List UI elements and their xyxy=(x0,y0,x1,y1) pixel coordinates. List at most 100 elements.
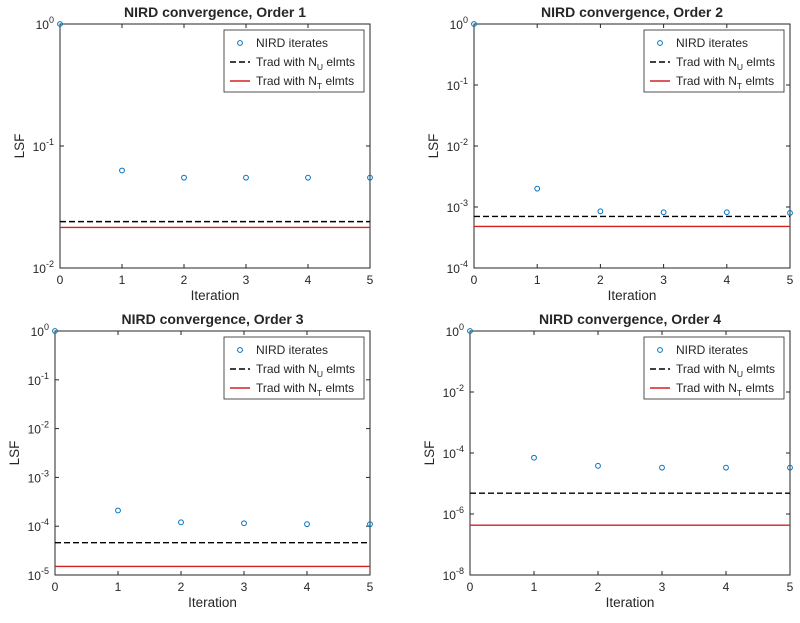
x-tick-label: 4 xyxy=(723,273,730,287)
y-tick-label: 10-2 xyxy=(33,259,54,276)
legend-text-suffix: elmts xyxy=(743,362,775,376)
x-tick-label: 3 xyxy=(659,580,666,594)
legend-subscript: T xyxy=(737,388,742,398)
nird-iterate-point xyxy=(57,21,63,27)
x-tick-label: 3 xyxy=(241,580,248,594)
nird-iterate-point xyxy=(723,209,730,216)
y-tick-label: 100 xyxy=(446,322,464,339)
y-tick-base: 10 xyxy=(450,18,464,32)
legend-entry: Trad with NT elmts xyxy=(256,74,354,91)
y-tick-exponent: -2 xyxy=(46,259,54,269)
nird-iterate-point xyxy=(531,454,537,461)
x-tick-label: 3 xyxy=(243,273,250,287)
x-tick-label: 4 xyxy=(305,273,312,287)
y-tick-exponent: -2 xyxy=(460,137,468,147)
y-tick-base: 10 xyxy=(28,520,42,534)
legend-text: Trad with N xyxy=(676,362,737,376)
nird-iterate-point xyxy=(304,521,310,528)
legend-text: NIRD iterates xyxy=(676,343,748,357)
y-tick-exponent: -6 xyxy=(456,505,464,515)
chart-panel-3: NIRD convergence, Order 30 1 2 3 4 510-510-41… xyxy=(7,311,374,610)
y-tick-label: 10-1 xyxy=(28,371,49,388)
y-tick-base: 10 xyxy=(36,18,50,32)
y-axis-label: LSF xyxy=(426,134,441,159)
x-tick-label: 1 xyxy=(534,273,541,287)
axes-frame xyxy=(54,330,371,576)
x-tick-label: 5 xyxy=(367,580,374,594)
y-axis-label: LSF xyxy=(7,441,22,466)
legend-text-suffix: elmts xyxy=(742,74,774,88)
legend-entry: Trad with NU elmts xyxy=(256,362,355,379)
legend-subscript: U xyxy=(317,62,323,72)
legend-text-suffix: elmts xyxy=(322,74,354,88)
nird-iterate-point xyxy=(660,209,667,216)
nird-iterate-point xyxy=(52,328,58,334)
y-tick-label: 10-4 xyxy=(443,444,464,461)
y-tick-base: 10 xyxy=(28,374,42,388)
nird-iterate-point xyxy=(243,174,249,181)
legend-text-suffix: elmts xyxy=(742,381,774,395)
y-tick-base: 10 xyxy=(446,325,460,339)
y-tick-base: 10 xyxy=(447,79,461,93)
x-tick-label: 2 xyxy=(595,580,602,594)
x-tick-label: 0 xyxy=(471,273,478,287)
y-tick-label: 10-4 xyxy=(28,517,49,534)
y-tick-exponent: -3 xyxy=(460,198,468,208)
legend-text-suffix: elmts xyxy=(323,55,355,69)
nird-iterate-point xyxy=(471,21,477,27)
legend-entry: Trad with NT elmts xyxy=(676,74,774,91)
nird-iterate-point xyxy=(723,464,729,471)
legend-marker-nird xyxy=(657,40,663,46)
y-tick-exponent: 0 xyxy=(463,15,468,25)
y-tick-base: 10 xyxy=(28,471,42,485)
legend-entry: NIRD iterates xyxy=(676,36,748,50)
y-tick-label: 100 xyxy=(450,15,468,32)
x-tick-label: 2 xyxy=(178,580,185,594)
chart-title: NIRD convergence, Order 3 xyxy=(121,311,303,327)
x-tick-label: 5 xyxy=(787,580,794,594)
nird-iterate-point xyxy=(787,464,793,471)
y-tick-base: 10 xyxy=(443,447,457,461)
legend-entry: NIRD iterates xyxy=(256,36,328,50)
legend-text: NIRD iterates xyxy=(256,343,328,357)
nird-iterate-point xyxy=(305,174,311,181)
y-tick-base: 10 xyxy=(443,508,457,522)
legend-subscript: U xyxy=(737,62,743,72)
x-tick-label: 1 xyxy=(115,580,122,594)
legend-text: NIRD iterates xyxy=(676,36,748,50)
chart-panel-4: NIRD convergence, Order 40 1 2 3 4 510-810-61… xyxy=(422,311,794,610)
y-tick-base: 10 xyxy=(31,325,45,339)
legend-text: Trad with N xyxy=(256,74,317,88)
legend-marker-nird xyxy=(237,347,243,353)
x-tick-label: 0 xyxy=(467,580,474,594)
legend-entry: Trad with NU elmts xyxy=(676,55,775,72)
x-axis-label: Iteration xyxy=(188,595,237,610)
nird-iterate-point xyxy=(534,185,541,192)
y-tick-label: 10-3 xyxy=(447,198,468,215)
nird-iterate-point xyxy=(659,464,665,471)
y-tick-exponent: -8 xyxy=(456,566,464,576)
x-tick-label: 0 xyxy=(57,273,64,287)
y-axis-label: LSF xyxy=(422,441,437,466)
legend-text: Trad with N xyxy=(676,55,737,69)
y-tick-base: 10 xyxy=(33,262,47,276)
legend-subscript: U xyxy=(317,369,323,379)
nird-iterate-point xyxy=(115,507,121,514)
chart-panel-1: NIRD convergence, Order 10 1 2 3 4 510-210-11… xyxy=(12,4,374,303)
y-tick-exponent: -4 xyxy=(460,259,468,269)
legend-subscript: T xyxy=(737,81,742,91)
chart-title: NIRD convergence, Order 2 xyxy=(541,4,723,20)
y-tick-exponent: -1 xyxy=(41,371,49,381)
y-tick-label: 10-6 xyxy=(443,505,464,522)
y-tick-exponent: 0 xyxy=(44,322,49,332)
nird-iterate-point xyxy=(595,462,601,469)
y-tick-exponent: -2 xyxy=(41,420,49,430)
y-tick-base: 10 xyxy=(447,140,461,154)
y-tick-base: 10 xyxy=(28,569,42,583)
x-tick-label: 4 xyxy=(723,580,730,594)
x-tick-label: 4 xyxy=(304,580,311,594)
legend-text: Trad with N xyxy=(256,362,317,376)
y-tick-label: 100 xyxy=(31,322,49,339)
legend-subscript: T xyxy=(317,81,322,91)
